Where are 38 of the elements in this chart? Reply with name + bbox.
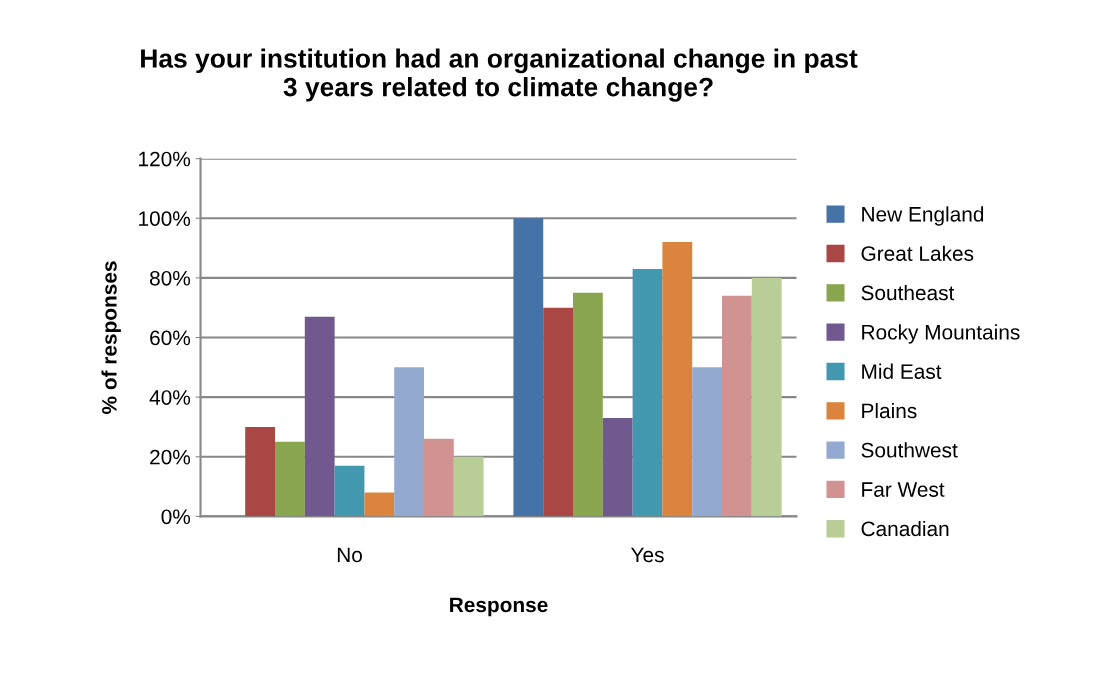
- bar: [692, 367, 723, 517]
- legend-label: Rocky Mountains: [862, 324, 1020, 344]
- x-tick-label: No: [337, 547, 362, 563]
- y-tick-label: 40%: [149, 390, 191, 405]
- legend-label: Plains: [862, 402, 917, 419]
- y-tick-label: 0%: [161, 509, 191, 525]
- legend-label: Canadian: [861, 520, 949, 537]
- legend-label: Great Lakes: [861, 245, 974, 261]
- bar: [334, 465, 365, 517]
- bar: [751, 277, 782, 517]
- y-tick-label: 100%: [139, 211, 191, 226]
- bar: [453, 456, 484, 517]
- bar: [513, 218, 544, 517]
- bar: [543, 307, 574, 517]
- bar: [364, 492, 395, 517]
- bar: [573, 292, 603, 517]
- y-tick-label: 60%: [150, 330, 191, 346]
- y-tick-label: 80%: [150, 270, 191, 286]
- bar: [662, 242, 693, 517]
- y-tick-label: 120%: [139, 151, 191, 167]
- bar: [304, 316, 335, 517]
- bar: [632, 268, 663, 517]
- bar: [722, 295, 752, 517]
- bar: [275, 441, 305, 517]
- y-axis-title: % of responses: [101, 261, 121, 414]
- legend-label: Mid East: [862, 363, 942, 379]
- bar: [602, 417, 633, 517]
- bar: [394, 367, 425, 517]
- y-tick-label: 20%: [150, 449, 191, 465]
- bar: [245, 426, 276, 517]
- chart-title: Has your institution had an organizational change in past 3 years related to climate change?: [141, 48, 858, 102]
- x-tick-label: Yes: [630, 547, 664, 563]
- bar: [424, 438, 454, 517]
- legend-label: Southeast: [861, 284, 955, 301]
- legend-label: New England: [862, 206, 984, 226]
- legend-label: Southwest: [861, 442, 958, 458]
- legend-label: Far West: [862, 482, 945, 497]
- x-axis-title: Response: [450, 597, 548, 617]
